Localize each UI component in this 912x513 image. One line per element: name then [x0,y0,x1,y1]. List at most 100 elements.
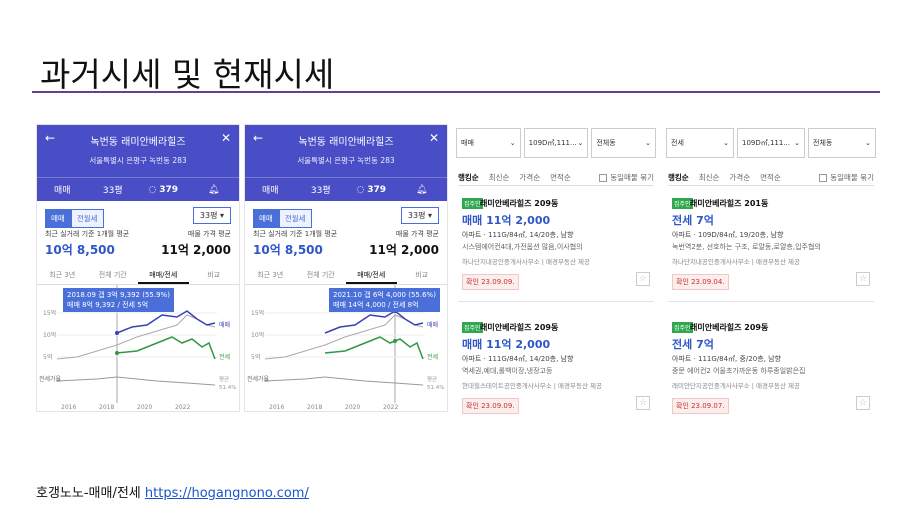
back-arrow-icon[interactable]: ← [253,131,264,145]
ratio-label: 전세가율 [39,375,62,383]
price-chart: 15억 10억 5억 매매 전세 전세가율 평균 51.4% 2016 2018… [247,285,444,411]
toggle-rent[interactable]: 전월세 [70,209,104,228]
x-label-2020: 2020 [345,404,360,411]
complex-address: 서울특별시 은평구 녹번동 283 [297,156,395,165]
group-checkbox[interactable]: 동일매물 묶기 [599,172,654,183]
size-select[interactable]: 33평 [310,186,331,196]
bell-icon[interactable]: 🔔︎ [208,184,220,195]
listing-filters: 전세 ⌄ 109D㎡,111... ⌄ 전체동 ⌄ [666,128,876,158]
comment-count[interactable]: ◌ 379 [148,184,178,195]
tab-sale-jeonse[interactable]: 매매/전세 [346,265,397,284]
sort-area[interactable]: 면적순 [550,173,571,182]
close-icon[interactable]: ✕ [428,131,439,145]
toggle-sale[interactable]: 매매 [253,209,279,228]
jeonse-line [324,336,424,360]
listing-agent: 하나단지내공인중개사사무소 | 매경부동산 제공 [462,258,590,266]
tab-all[interactable]: 전체 기간 [306,271,335,279]
trade-toggle: 매매 전월세 [45,209,104,228]
size-dropdown[interactable]: 33평 ▾ [400,207,439,224]
x-label-2016: 2016 [269,404,284,411]
chevron-down-icon: ⌄ [509,139,516,147]
listing-spec: 아파트 · 111G/84㎡, 14/20층, 남향 [462,231,574,239]
building-dropdown[interactable]: 전체동 ⌄ [808,128,876,158]
star-icon[interactable]: ☆ [636,396,650,410]
sort-area[interactable]: 면적순 [760,173,781,182]
trade-toggle: 매매 전월세 [253,209,312,228]
chart-tooltip: 2021.10 갭 6억 4,000 (55.6%) 매매 14억 4,000 … [329,288,440,312]
sort-latest[interactable]: 최신순 [698,173,720,182]
toggle-sale[interactable]: 매매 [45,209,71,228]
price-chart: 15억 10억 5억 매매 전세 전세가율 평균 51.4% 2016 2018… [39,285,236,411]
listing-name: 래미안베라힐즈 209동 [480,323,559,332]
listing-agent: 하나단지내공인중개사사무소 | 매경부동산 제공 [672,258,800,266]
y-label-5: 5억 [43,353,52,361]
star-icon[interactable]: ☆ [856,396,870,410]
back-arrow-icon[interactable]: ← [45,131,56,145]
close-icon[interactable]: ✕ [220,131,231,145]
group-checkbox[interactable]: 동일매물 묶기 [819,172,874,183]
ratio-line [56,376,216,386]
complex-title: 녹번동 래미안베라힐즈 [298,137,394,148]
tab-compare[interactable]: 비교 [415,271,429,279]
listing-name: 래미안베라힐즈 201동 [690,199,769,208]
legend-sale: 매매 [427,321,438,329]
size-dropdown[interactable]: 109D㎡,111... ⌄ [737,128,805,158]
listing-spec: 아파트 · 111G/84㎡, 중/20층, 남향 [672,355,781,363]
sort-latest[interactable]: 최신순 [488,173,510,182]
size-dropdown[interactable]: 33평 ▾ [192,207,231,224]
listing-card[interactable]: 집주인 래미안베라힐즈 209동 매매 11억 2,000 아파트 · 111G… [458,194,654,302]
trade-type-dropdown[interactable]: 매매 ⌄ [456,128,521,158]
y-label-10: 10억 [43,331,56,339]
period-tabs: 최근 3년 전체 기간 매매/전세 비교 [37,265,239,285]
trade-type-dropdown[interactable]: 전세 ⌄ [666,128,734,158]
tab-compare[interactable]: 비교 [207,271,221,279]
size-select[interactable]: 33평 [102,186,123,196]
listing-card[interactable]: 집주인 래미안베라힐즈 201동 전세 7억 아파트 · 109D/84㎡, 1… [668,194,874,302]
avg-value: 51.4% [219,385,236,391]
chart-panel-1: ← 녹번동 래미안베라힐즈 ✕ 서울특별시 은평구 녹번동 283 매매 33평… [36,124,240,412]
listing-agent: 현대힐스테이트공인중개사사무소 | 매경부동산 제공 [462,382,602,390]
tab-sale-jeonse[interactable]: 매매/전세 [138,265,189,284]
tooltip-line-1: 2021.10 갭 6억 4,000 (55.6%) [333,291,436,299]
ask-value: 11억 2,000 [161,243,231,257]
jeonse-listing-panel: 전세 ⌄ 109D㎡,111... ⌄ 전체동 ⌄ 랭킹순 최신순 가격순 면적순 동… [664,124,878,424]
chevron-down-icon: ⌄ [723,139,729,147]
sort-ranking[interactable]: 랭킹순 [458,173,479,182]
building-dropdown[interactable]: 전체동 ⌄ [591,128,657,158]
trade-type-select[interactable]: 매매 [261,186,279,196]
size-dropdown[interactable]: 109D㎡,111... ⌄ [523,128,589,158]
source-footer: 호갱노노-매매/전세 https://hogangnono.com/ [36,482,309,501]
recent-label: 최근 실거래 기준 1개월 평균 [253,230,338,238]
trade-type-select[interactable]: 매매 [53,186,71,196]
listing-card[interactable]: 집주인 래미안베라힐즈 209동 전세 7억 아파트 · 111G/84㎡, 중… [668,318,874,424]
tab-3y[interactable]: 최근 3년 [49,271,76,279]
listing-price: 전세 7억 [672,338,714,351]
tooltip-line-2: 매매 8억 9,392 / 전세 5억 [67,301,149,309]
slide-title: 과거시세 및 현재시세 [40,55,335,94]
listing-card[interactable]: 집주인 래미안베라힐즈 209동 매매 11억 2,000 아파트 · 111G… [458,318,654,424]
toggle-rent[interactable]: 전월세 [278,209,312,228]
sort-price[interactable]: 가격순 [729,173,751,182]
ratio-label: 전세가율 [247,375,270,383]
sort-price[interactable]: 가격순 [519,173,541,182]
source-link[interactable]: https://hogangnono.com/ [144,486,309,501]
complex-address: 서울특별시 은평구 녹번동 283 [89,156,187,165]
sort-tabs: 랭킹순 최신순 가격순 면적순 동일매물 묶기 [458,170,654,186]
avg-value: 51.4% [427,385,444,391]
comment-count[interactable]: ◌ 379 [356,184,386,195]
listing-name: 래미안베라힐즈 209동 [480,199,559,208]
tab-all[interactable]: 전체 기간 [98,271,127,279]
complex-title: 녹번동 래미안베라힐즈 [90,137,186,148]
legend-jeonse: 전세 [427,353,438,361]
tab-3y[interactable]: 최근 3년 [257,271,284,279]
star-icon[interactable]: ☆ [636,272,650,286]
x-label-2022: 2022 [175,404,190,411]
bell-icon[interactable]: 🔔︎ [416,184,428,195]
y-label-15: 15억 [251,309,264,317]
listing-desc: 역세권,예대,롤백이장,냉장고등 [462,367,553,375]
sort-ranking[interactable]: 랭킹순 [668,173,689,182]
period-tabs: 최근 3년 전체 기간 매매/전세 비교 [245,265,447,285]
phone-header: ← 녹번동 래미안베라힐즈 ✕ 서울특별시 은평구 녹번동 283 매매 33평… [37,125,239,201]
star-icon[interactable]: ☆ [856,272,870,286]
tooltip-line-2: 매매 14억 4,000 / 전세 8억 [333,301,419,309]
